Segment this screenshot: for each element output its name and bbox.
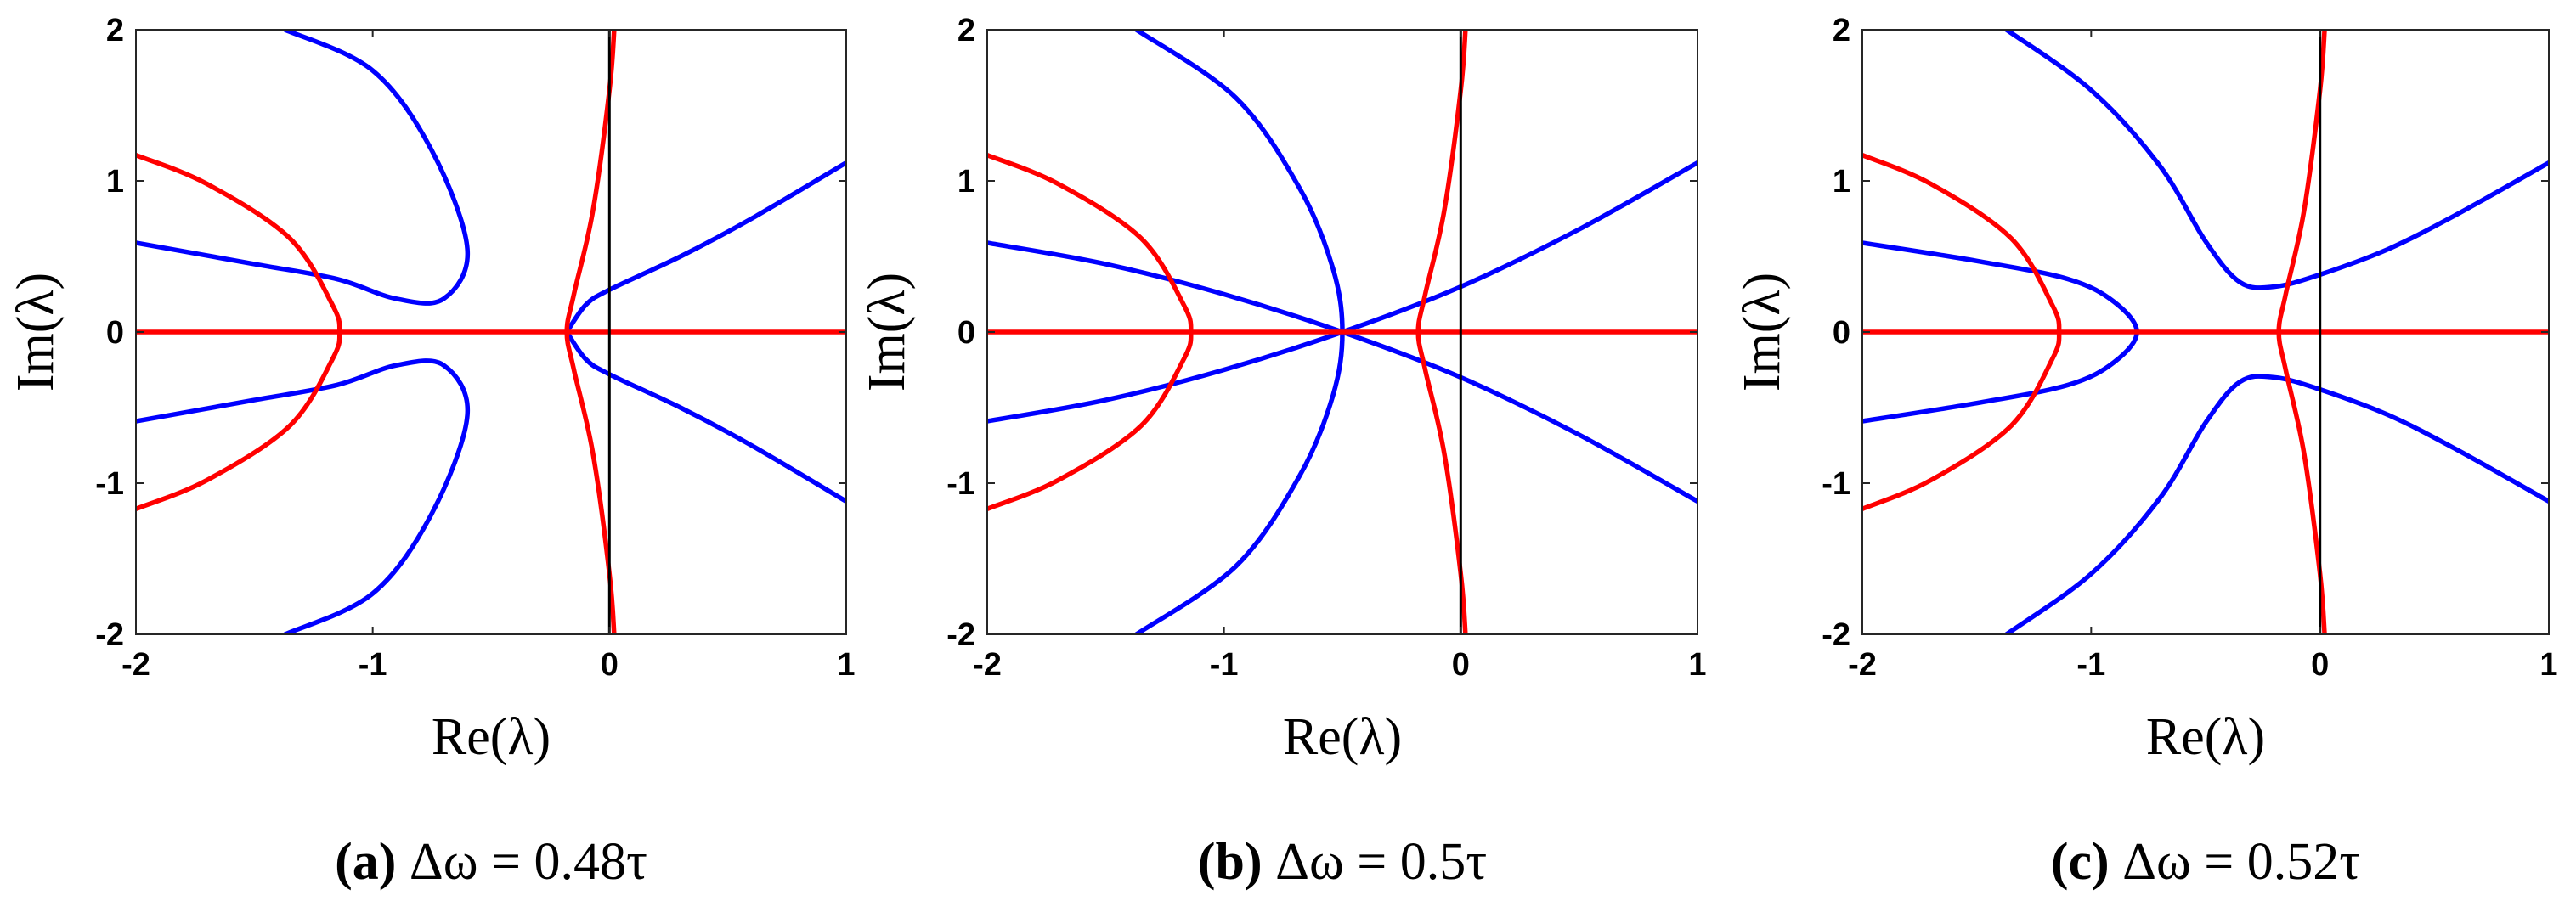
y-tick-label-b-4: 2 (958, 13, 975, 48)
y-axis-label-b: Im(λ) (858, 273, 916, 391)
caption-a: (a) Δω = 0.48τ (335, 833, 647, 891)
y-tick-label-a-1: -1 (95, 466, 124, 502)
x-tick-label-c-2: 0 (2311, 647, 2329, 683)
y-axis-label-c: Im(λ) (1733, 273, 1791, 391)
x-tick-label-a-0: -2 (121, 647, 150, 683)
x-axis-label-c: Re(λ) (2146, 708, 2265, 766)
caption-b: (b) Δω = 0.5τ (1198, 833, 1487, 891)
y-tick-label-b-0: -2 (946, 617, 975, 653)
series-a-1 (136, 358, 470, 634)
x-tick-label-b-1: -1 (1210, 647, 1239, 683)
plot-area-a (136, 30, 846, 634)
x-tick-label-b-2: 0 (1452, 647, 1470, 683)
y-tick-label-c-0: -2 (1822, 617, 1850, 653)
y-axis-label-a: Im(λ) (7, 273, 65, 391)
x-tick-label-a-2: 0 (601, 647, 619, 683)
x-tick-label-b-0: -2 (973, 647, 1002, 683)
x-axis-label-a: Re(λ) (432, 708, 551, 766)
y-tick-label-c-2: 0 (1833, 315, 1850, 351)
caption-letter-c: (c) (2051, 833, 2110, 891)
y-tick-label-b-1: -1 (946, 466, 975, 502)
series-a-0 (136, 30, 470, 306)
series-a-3 (564, 329, 846, 504)
panel-b: -2 -1 0 1 -2 -1 0 1 2 Re(λ) Im(λ) (b) Δω = 0.5τ (858, 13, 1707, 891)
caption-text-c: Δω = 0.52τ (2110, 833, 2361, 891)
caption-c: (c) Δω = 0.52τ (2051, 833, 2360, 891)
panel-c: -2 -1 0 1 -2 -1 0 1 2 Re(λ) Im(λ) (c) Δω = 0.52τ (1733, 13, 2558, 891)
x-tick-label-c-0: -2 (1848, 647, 1877, 683)
caption-letter-a: (a) (335, 833, 396, 891)
caption-text-a: Δω = 0.48τ (396, 833, 647, 891)
y-tick-label-c-3: 1 (1833, 164, 1850, 200)
x-tick-label-b-3: 1 (1688, 647, 1706, 683)
x-tick-label-a-3: 1 (837, 647, 855, 683)
caption-text-b: Δω = 0.5τ (1263, 833, 1488, 891)
x-tick-label-c-3: 1 (2539, 647, 2557, 683)
plot-area-b (987, 30, 1698, 634)
y-tick-label-a-2: 0 (106, 315, 124, 351)
y-tick-label-a-4: 2 (106, 13, 124, 48)
y-tick-label-c-4: 2 (1833, 13, 1850, 48)
x-tick-label-a-1: -1 (359, 647, 387, 683)
series-c-1 (2003, 30, 2549, 290)
y-tick-label-b-2: 0 (958, 315, 975, 351)
caption-letter-b: (b) (1198, 833, 1263, 891)
y-tick-label-c-1: -1 (1822, 466, 1850, 502)
y-tick-label-b-3: 1 (958, 164, 975, 200)
series-a-2 (564, 160, 846, 335)
x-tick-label-c-1: -1 (2076, 647, 2105, 683)
y-tick-label-a-3: 1 (106, 164, 124, 200)
y-tick-label-a-0: -2 (95, 617, 124, 653)
series-c-2 (2003, 374, 2549, 634)
plot-area-c (1862, 30, 2549, 634)
panel-a: -2 -1 0 1 -2 -1 0 1 2 Re(λ) Im(λ) (a) Δω = 0.48τ (7, 13, 856, 891)
x-axis-label-b: Re(λ) (1283, 708, 1402, 766)
